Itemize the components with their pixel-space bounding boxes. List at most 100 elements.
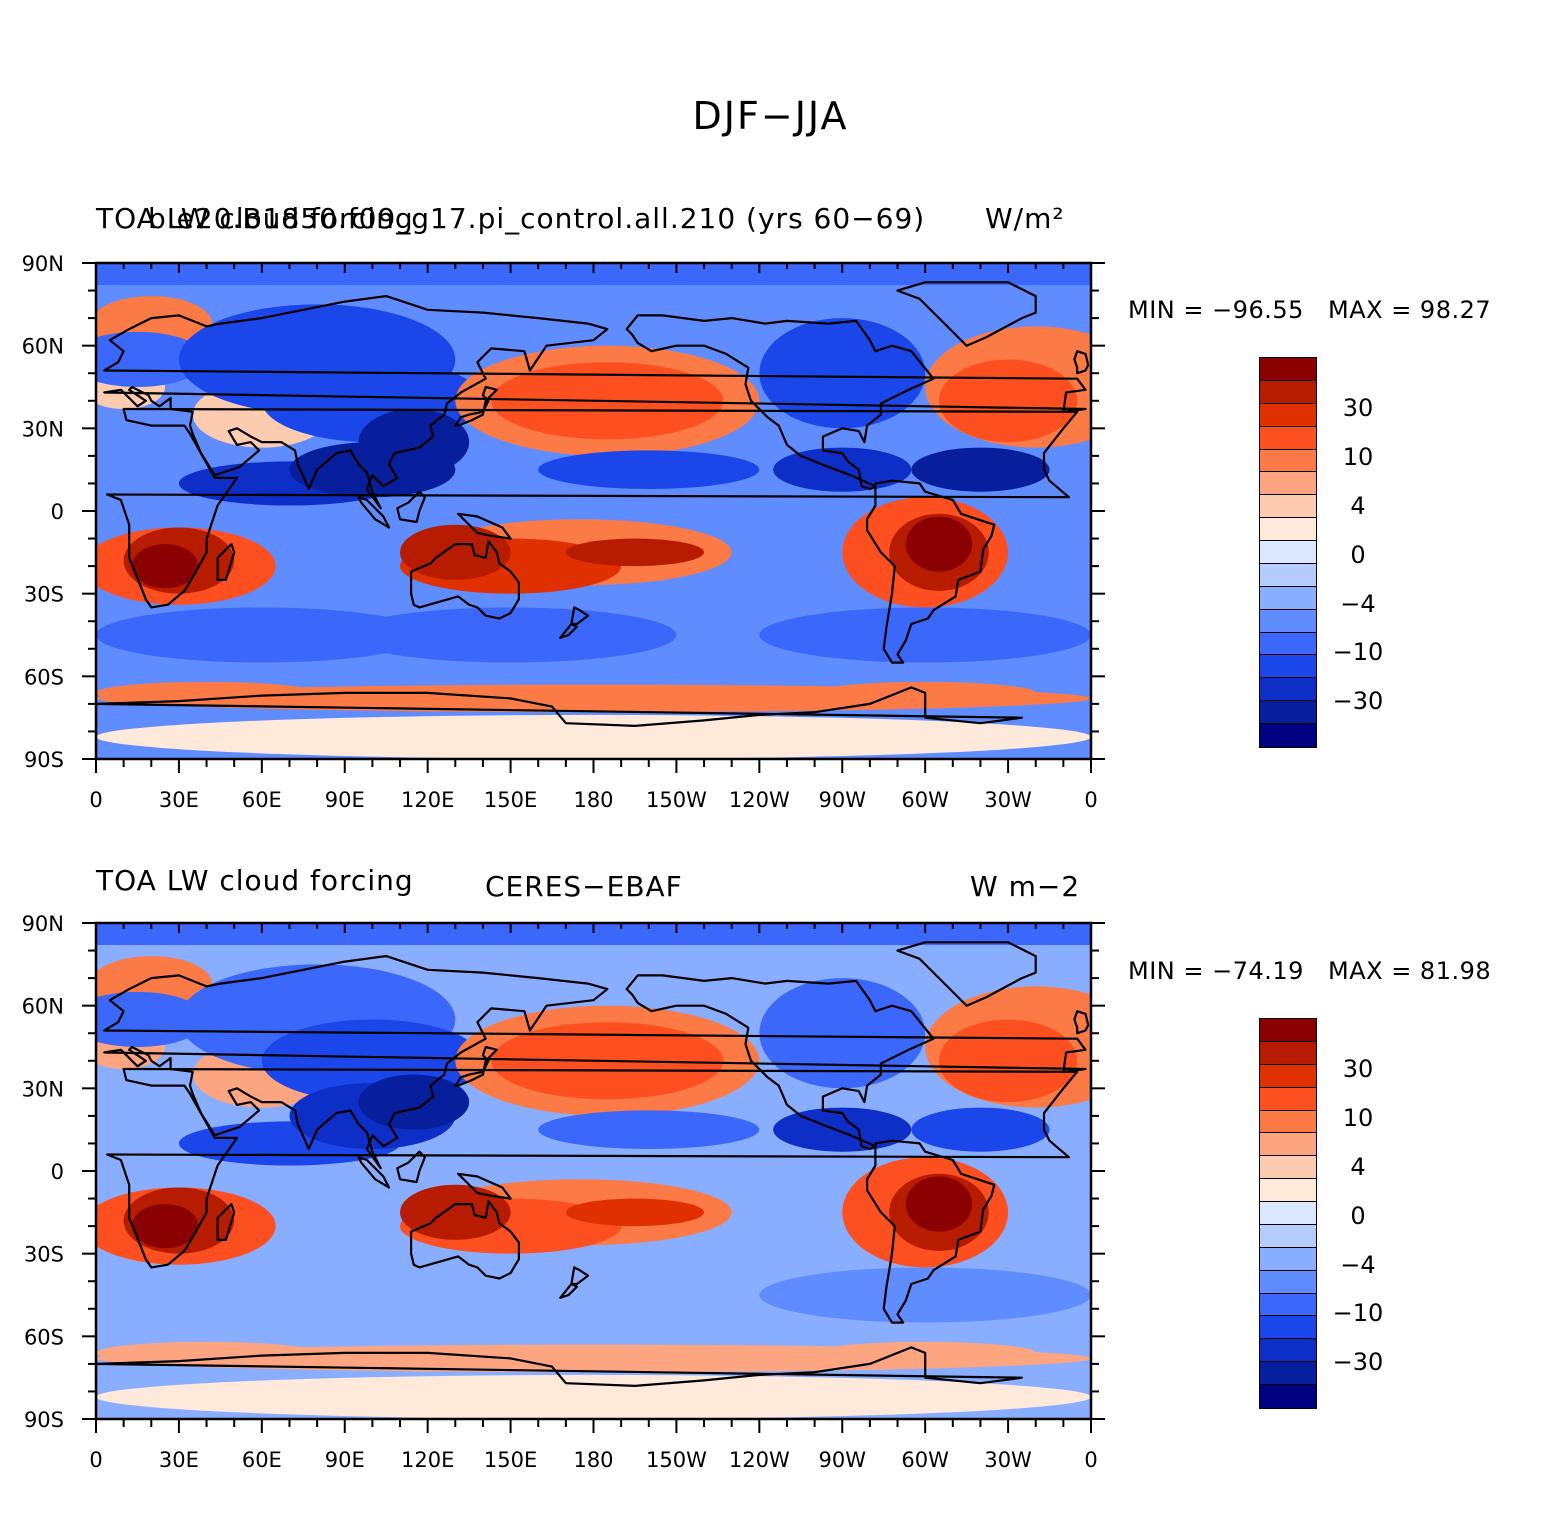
- colorbar-label: 0: [1350, 541, 1366, 569]
- coastline-northAmerica: [625, 314, 935, 491]
- colorbar-label: 10: [1342, 443, 1374, 471]
- lon-tick-label: 120E: [401, 788, 454, 812]
- field-contour-fill: [96, 331, 207, 387]
- coastline-britain: [1073, 1010, 1090, 1035]
- colorbar-label: −10: [1332, 638, 1384, 666]
- colorbar-swatch: [1260, 1110, 1316, 1134]
- lon-tick-label: 150W: [646, 1448, 707, 1472]
- field-contour-fill: [759, 978, 926, 1089]
- field-contour-fill: [911, 1107, 1050, 1152]
- field-contour-fill: [96, 714, 1091, 759]
- lat-tick-label: 30N: [22, 417, 64, 441]
- field-contour-fill: [759, 1267, 1091, 1323]
- lon-tick-label: 60W: [901, 788, 949, 812]
- lon-tick-label: 30W: [984, 1448, 1032, 1472]
- lon-tick-label: 180: [573, 788, 613, 812]
- lat-tick-label: 60S: [24, 665, 64, 689]
- colorbar-swatch: [1260, 1133, 1316, 1157]
- field-layer: [96, 263, 1091, 759]
- field-contour-fill: [358, 409, 470, 476]
- lon-tick-label: 180: [573, 1448, 613, 1472]
- colorbar-label: 10: [1342, 1104, 1374, 1132]
- coastline-africa: [106, 407, 1079, 609]
- colorbar-label: −4: [1340, 1251, 1376, 1279]
- lon-tick-label: 150E: [484, 1448, 537, 1472]
- coastline-southAmerica: [866, 1139, 996, 1324]
- colorbar-swatch: [1260, 518, 1316, 541]
- lon-tick-label: 120W: [729, 1448, 790, 1472]
- field-contour-fill: [344, 1267, 677, 1323]
- lon-tick-label: 150E: [484, 788, 537, 812]
- field-contour-fill: [96, 1341, 318, 1364]
- coastline-africa: [106, 1067, 1079, 1269]
- colorbar-swatch: [1260, 1362, 1316, 1385]
- colorbar-swatch: [1260, 609, 1316, 633]
- colorbar-label: 30: [1342, 394, 1374, 422]
- field-contour-fill: [565, 538, 705, 567]
- lon-tick-label: 0: [1084, 788, 1097, 812]
- map-panel-model: 90N 60N 30N 0 30S 60S 90S 0 30E 60E 90E 120E 150E 180…: [22, 252, 1105, 812]
- lon-tick-label: 30W: [984, 788, 1032, 812]
- field-contour-fill: [131, 544, 199, 589]
- coastline-greenland: [896, 281, 1037, 347]
- colorbar-label: −30: [1332, 1348, 1384, 1376]
- lat-tick-label: 0: [51, 1160, 64, 1184]
- panel1-center-title: b.e20.B1850.f09_g17.pi_control.all.210 (…: [148, 202, 926, 235]
- coastline-britain: [1073, 350, 1090, 375]
- coastline-sumatra: [357, 1156, 391, 1189]
- lon-tick-label: 60E: [242, 788, 282, 812]
- field-contour-fill: [938, 359, 1078, 443]
- field-contour-fill: [96, 1267, 428, 1323]
- coastline-northAmerica: [625, 974, 935, 1151]
- panel2-units: W m−2: [970, 870, 1081, 903]
- field-contour-fill: [96, 991, 207, 1047]
- colorbar-swatch: [1260, 541, 1316, 564]
- field-contour-fill: [344, 607, 677, 663]
- colorbar-label: 0: [1350, 1202, 1366, 1230]
- figure-title: DJF−JJA: [692, 94, 849, 138]
- colorbar-swatch: [1260, 1339, 1316, 1363]
- field-contour-fill: [938, 1019, 1078, 1103]
- field-contour-fill: [96, 1374, 1091, 1419]
- lon-tick-label: 0: [1084, 1448, 1097, 1472]
- axis-ticks: [82, 262, 1105, 773]
- field-contour-fill: [131, 1204, 199, 1249]
- coastline-antarctica: [96, 1346, 1023, 1419]
- colorbar-swatch: [1260, 1156, 1316, 1180]
- field-contour-fill: [905, 1176, 973, 1232]
- lat-tick-label: 60N: [22, 995, 64, 1019]
- colorbar-swatch: [1260, 1247, 1316, 1271]
- colorbar-swatch: [1260, 678, 1316, 702]
- field-contour-fill: [911, 447, 1050, 492]
- panel1-max-value: MAX = 98.27: [1328, 296, 1492, 324]
- panel2-min-value: MIN = −74.19: [1128, 957, 1304, 985]
- colorbar-label: −10: [1332, 1299, 1384, 1327]
- lon-tick-label: 90E: [325, 788, 365, 812]
- field-contour-fill: [538, 450, 760, 489]
- axis-ticks: [82, 922, 1105, 1433]
- colorbar-swatch: [1260, 1224, 1316, 1248]
- colorbar-label: 30: [1342, 1055, 1374, 1083]
- coastline-southAmerica: [866, 479, 996, 664]
- field-contour-fill: [565, 1198, 705, 1227]
- colorbar-swatch: [1260, 632, 1316, 656]
- coastline-borneo: [396, 1150, 426, 1184]
- field-contour-fill: [400, 1184, 511, 1240]
- coastline-australia: [410, 540, 520, 620]
- colorbar-swatch: [1260, 1041, 1316, 1065]
- coastline-newZealand: [559, 606, 590, 639]
- colorbar-swatch: [1260, 495, 1316, 519]
- coastline-japan: [454, 1045, 498, 1087]
- lon-tick-label: 90W: [819, 788, 867, 812]
- field-contour-fill: [759, 607, 1091, 663]
- coastline-japan: [454, 385, 498, 427]
- lon-tick-label: 60W: [901, 1448, 949, 1472]
- colorbar-swatch: [1260, 472, 1316, 496]
- lat-tick-label: 90N: [22, 912, 64, 936]
- lat-tick-label: 30S: [24, 583, 64, 607]
- lon-tick-label: 0: [89, 1448, 102, 1472]
- lat-tick-label: 90S: [24, 748, 64, 772]
- colorbar-swatch: [1260, 563, 1316, 587]
- coastline-antarctica: [96, 686, 1023, 759]
- colorbar-swatch: [1260, 701, 1316, 724]
